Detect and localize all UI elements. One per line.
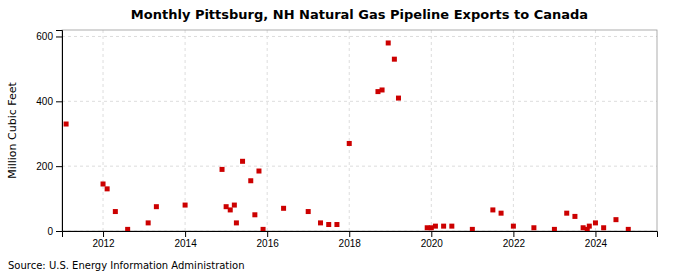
x-tick-mark (349, 231, 350, 237)
y-tick: 400 (36, 96, 62, 107)
point (564, 211, 569, 216)
point (232, 203, 237, 208)
point (220, 167, 225, 172)
point (626, 227, 631, 231)
point (587, 224, 592, 229)
point (386, 40, 391, 45)
point (396, 96, 401, 101)
point (234, 220, 239, 225)
x-tick: 2014 (174, 231, 197, 249)
x-tick-mark (185, 231, 186, 237)
x-tick: 2020 (421, 231, 444, 249)
y-tick: 600 (36, 31, 62, 42)
point (470, 227, 475, 231)
y-tick: 0 (47, 226, 62, 237)
x-tick: 2016 (257, 231, 280, 249)
point (572, 214, 577, 219)
point (613, 217, 618, 222)
grid-line (62, 36, 657, 37)
point (441, 224, 446, 229)
title: Monthly Pittsburg, NH Natural Gas Pipeli… (131, 7, 588, 22)
point (154, 204, 159, 209)
x-axis: 2012 2014 2016 2018 2020 2022 2024 (63, 231, 658, 249)
point (334, 222, 339, 227)
point (531, 225, 536, 230)
x-tick-mark (267, 231, 268, 237)
point (593, 220, 598, 225)
x-tick-mark (513, 231, 514, 237)
point (240, 159, 245, 164)
grid-line (513, 30, 514, 231)
x-tick: 2024 (585, 231, 608, 249)
y-tick-mark (56, 101, 62, 102)
point (347, 141, 352, 146)
grid-line (595, 30, 596, 231)
point (490, 207, 495, 212)
grid-line (62, 101, 657, 102)
point (125, 227, 130, 231)
x-tick: 2022 (503, 231, 526, 249)
y-tick-mark (56, 231, 62, 232)
y-tick-mark (56, 36, 62, 37)
y-axis-label: Million Cubic Feet (6, 81, 19, 178)
x-tick-label: 2016 (257, 238, 280, 249)
point (433, 224, 438, 229)
y-tick-label: 0 (47, 226, 53, 237)
y-axis: 0 200 400 600 (36, 31, 62, 237)
point (326, 222, 331, 227)
points (64, 40, 631, 231)
grid-line (185, 30, 186, 231)
x-tick-label: 2020 (421, 238, 444, 249)
x-tick-label: 2014 (174, 238, 197, 249)
y-tick-mark (56, 166, 62, 167)
grid-line (103, 30, 104, 231)
point (601, 225, 606, 230)
point (228, 207, 233, 212)
x-tick: 2018 (339, 231, 362, 249)
source-note: Source: U.S. Energy Information Administ… (8, 260, 245, 271)
point (281, 206, 286, 211)
point (248, 178, 253, 183)
grid-line (431, 30, 432, 231)
plot-frame (62, 30, 657, 231)
point (318, 220, 323, 225)
x-tick-label: 2012 (92, 238, 115, 249)
point (511, 224, 516, 229)
point (146, 220, 151, 225)
point (101, 181, 106, 186)
point (113, 209, 118, 214)
point (64, 122, 69, 127)
point (252, 212, 257, 217)
y-axis-line (56, 31, 63, 232)
grid-line (267, 30, 268, 231)
grid-line (62, 166, 657, 167)
point (499, 211, 504, 216)
y-tick-label: 600 (36, 31, 53, 42)
x-tick-mark (595, 231, 596, 237)
point (449, 224, 454, 229)
x-tick-label: 2024 (585, 238, 608, 249)
point (380, 87, 385, 92)
x-tick-mark (103, 231, 104, 237)
point (256, 169, 261, 174)
point (306, 209, 311, 214)
x-axis-line (63, 232, 658, 238)
point (392, 57, 397, 62)
x-tick-label: 2018 (339, 238, 362, 249)
y-tick: 200 (36, 161, 62, 172)
point (261, 227, 266, 231)
x-tick: 2012 (92, 231, 115, 249)
point (183, 203, 188, 208)
chart: 2012 2014 2016 2018 2020 2022 2024 0 200 400 600 Mo… (0, 0, 675, 275)
point (105, 186, 110, 191)
grid (62, 30, 657, 231)
point (552, 227, 557, 231)
plot: 2012 2014 2016 2018 2020 2022 2024 0 200 400 600 (36, 30, 657, 249)
grid-line (349, 30, 350, 231)
x-tick-label: 2022 (503, 238, 526, 249)
y-tick-label: 400 (36, 96, 53, 107)
x-tick-mark (431, 231, 432, 237)
y-tick-label: 200 (36, 161, 53, 172)
